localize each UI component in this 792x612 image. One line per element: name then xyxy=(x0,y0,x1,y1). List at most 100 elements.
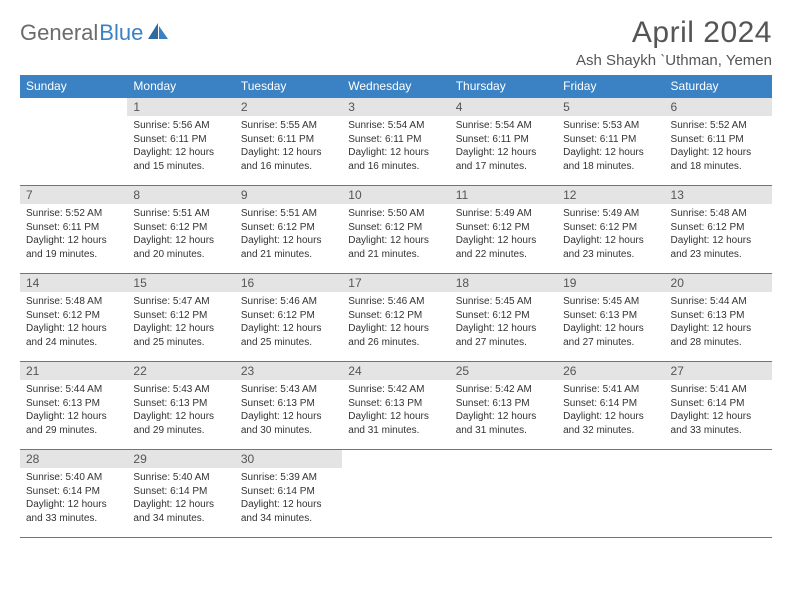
sunrise-text: Sunrise: 5:51 AM xyxy=(133,207,228,221)
title-block: April 2024 Ash Shaykh `Uthman, Yemen xyxy=(576,16,772,69)
day-cell: 28Sunrise: 5:40 AMSunset: 6:14 PMDayligh… xyxy=(20,450,127,538)
day-details: Sunrise: 5:45 AMSunset: 6:12 PMDaylight:… xyxy=(450,292,557,353)
sunset-text: Sunset: 6:12 PM xyxy=(26,309,121,323)
sunrise-text: Sunrise: 5:44 AM xyxy=(671,295,766,309)
logo-text-blue: Blue xyxy=(99,20,143,46)
day-cell xyxy=(450,450,557,538)
daylight-text: Daylight: 12 hours and 27 minutes. xyxy=(456,322,551,349)
sunrise-text: Sunrise: 5:51 AM xyxy=(241,207,336,221)
day-cell: 14Sunrise: 5:48 AMSunset: 6:12 PMDayligh… xyxy=(20,274,127,362)
sunrise-text: Sunrise: 5:41 AM xyxy=(563,383,658,397)
day-number: 9 xyxy=(235,186,342,204)
daylight-text: Daylight: 12 hours and 31 minutes. xyxy=(348,410,443,437)
daylight-text: Daylight: 12 hours and 25 minutes. xyxy=(133,322,228,349)
day-number: 22 xyxy=(127,362,234,380)
sunrise-text: Sunrise: 5:55 AM xyxy=(241,119,336,133)
day-details: Sunrise: 5:41 AMSunset: 6:14 PMDaylight:… xyxy=(665,380,772,441)
sunset-text: Sunset: 6:11 PM xyxy=(456,133,551,147)
sunset-text: Sunset: 6:14 PM xyxy=(563,397,658,411)
day-number: 16 xyxy=(235,274,342,292)
day-details: Sunrise: 5:43 AMSunset: 6:13 PMDaylight:… xyxy=(127,380,234,441)
day-details: Sunrise: 5:48 AMSunset: 6:12 PMDaylight:… xyxy=(20,292,127,353)
day-number: 4 xyxy=(450,98,557,116)
day-cell: 4Sunrise: 5:54 AMSunset: 6:11 PMDaylight… xyxy=(450,98,557,186)
daylight-text: Daylight: 12 hours and 30 minutes. xyxy=(241,410,336,437)
location: Ash Shaykh `Uthman, Yemen xyxy=(576,52,772,69)
sunrise-text: Sunrise: 5:39 AM xyxy=(241,471,336,485)
sunrise-text: Sunrise: 5:40 AM xyxy=(26,471,121,485)
day-details: Sunrise: 5:47 AMSunset: 6:12 PMDaylight:… xyxy=(127,292,234,353)
day-cell: 15Sunrise: 5:47 AMSunset: 6:12 PMDayligh… xyxy=(127,274,234,362)
sunset-text: Sunset: 6:11 PM xyxy=(241,133,336,147)
sunrise-text: Sunrise: 5:45 AM xyxy=(456,295,551,309)
day-number: 28 xyxy=(20,450,127,468)
day-number: 21 xyxy=(20,362,127,380)
weekday-header: Tuesday xyxy=(235,75,342,98)
sunrise-text: Sunrise: 5:43 AM xyxy=(133,383,228,397)
day-details: Sunrise: 5:46 AMSunset: 6:12 PMDaylight:… xyxy=(235,292,342,353)
sunrise-text: Sunrise: 5:46 AM xyxy=(241,295,336,309)
daylight-text: Daylight: 12 hours and 22 minutes. xyxy=(456,234,551,261)
day-cell: 6Sunrise: 5:52 AMSunset: 6:11 PMDaylight… xyxy=(665,98,772,186)
day-number: 27 xyxy=(665,362,772,380)
day-number: 11 xyxy=(450,186,557,204)
day-details: Sunrise: 5:40 AMSunset: 6:14 PMDaylight:… xyxy=(127,468,234,529)
day-cell: 2Sunrise: 5:55 AMSunset: 6:11 PMDaylight… xyxy=(235,98,342,186)
day-cell: 22Sunrise: 5:43 AMSunset: 6:13 PMDayligh… xyxy=(127,362,234,450)
day-details: Sunrise: 5:53 AMSunset: 6:11 PMDaylight:… xyxy=(557,116,664,177)
day-cell: 23Sunrise: 5:43 AMSunset: 6:13 PMDayligh… xyxy=(235,362,342,450)
sunset-text: Sunset: 6:11 PM xyxy=(26,221,121,235)
sunset-text: Sunset: 6:11 PM xyxy=(348,133,443,147)
sunrise-text: Sunrise: 5:40 AM xyxy=(133,471,228,485)
day-number: 30 xyxy=(235,450,342,468)
day-details: Sunrise: 5:55 AMSunset: 6:11 PMDaylight:… xyxy=(235,116,342,177)
day-details: Sunrise: 5:54 AMSunset: 6:11 PMDaylight:… xyxy=(450,116,557,177)
sunset-text: Sunset: 6:13 PM xyxy=(133,397,228,411)
day-cell: 7Sunrise: 5:52 AMSunset: 6:11 PMDaylight… xyxy=(20,186,127,274)
weekday-header: Thursday xyxy=(450,75,557,98)
sunset-text: Sunset: 6:12 PM xyxy=(456,309,551,323)
sunrise-text: Sunrise: 5:48 AM xyxy=(26,295,121,309)
sunset-text: Sunset: 6:12 PM xyxy=(348,221,443,235)
sunrise-text: Sunrise: 5:42 AM xyxy=(456,383,551,397)
day-cell: 13Sunrise: 5:48 AMSunset: 6:12 PMDayligh… xyxy=(665,186,772,274)
day-number: 2 xyxy=(235,98,342,116)
logo-text-gray: General xyxy=(20,20,98,46)
daylight-text: Daylight: 12 hours and 26 minutes. xyxy=(348,322,443,349)
day-number: 17 xyxy=(342,274,449,292)
day-details: Sunrise: 5:52 AMSunset: 6:11 PMDaylight:… xyxy=(665,116,772,177)
day-number: 13 xyxy=(665,186,772,204)
day-cell: 16Sunrise: 5:46 AMSunset: 6:12 PMDayligh… xyxy=(235,274,342,362)
daylight-text: Daylight: 12 hours and 19 minutes. xyxy=(26,234,121,261)
day-cell xyxy=(665,450,772,538)
day-number: 12 xyxy=(557,186,664,204)
day-cell: 3Sunrise: 5:54 AMSunset: 6:11 PMDaylight… xyxy=(342,98,449,186)
day-details: Sunrise: 5:56 AMSunset: 6:11 PMDaylight:… xyxy=(127,116,234,177)
day-details: Sunrise: 5:51 AMSunset: 6:12 PMDaylight:… xyxy=(127,204,234,265)
daylight-text: Daylight: 12 hours and 17 minutes. xyxy=(456,146,551,173)
day-number: 6 xyxy=(665,98,772,116)
day-cell: 5Sunrise: 5:53 AMSunset: 6:11 PMDaylight… xyxy=(557,98,664,186)
sunset-text: Sunset: 6:13 PM xyxy=(26,397,121,411)
day-cell: 21Sunrise: 5:44 AMSunset: 6:13 PMDayligh… xyxy=(20,362,127,450)
sunrise-text: Sunrise: 5:52 AM xyxy=(26,207,121,221)
sunset-text: Sunset: 6:13 PM xyxy=(456,397,551,411)
day-details: Sunrise: 5:41 AMSunset: 6:14 PMDaylight:… xyxy=(557,380,664,441)
sunrise-text: Sunrise: 5:53 AM xyxy=(563,119,658,133)
day-cell: 20Sunrise: 5:44 AMSunset: 6:13 PMDayligh… xyxy=(665,274,772,362)
daylight-text: Daylight: 12 hours and 16 minutes. xyxy=(241,146,336,173)
sunset-text: Sunset: 6:11 PM xyxy=(133,133,228,147)
day-number: 20 xyxy=(665,274,772,292)
day-cell: 11Sunrise: 5:49 AMSunset: 6:12 PMDayligh… xyxy=(450,186,557,274)
day-details: Sunrise: 5:52 AMSunset: 6:11 PMDaylight:… xyxy=(20,204,127,265)
day-details: Sunrise: 5:40 AMSunset: 6:14 PMDaylight:… xyxy=(20,468,127,529)
day-cell: 12Sunrise: 5:49 AMSunset: 6:12 PMDayligh… xyxy=(557,186,664,274)
sunrise-text: Sunrise: 5:46 AM xyxy=(348,295,443,309)
sunset-text: Sunset: 6:13 PM xyxy=(671,309,766,323)
week-row: 28Sunrise: 5:40 AMSunset: 6:14 PMDayligh… xyxy=(20,450,772,538)
day-details: Sunrise: 5:42 AMSunset: 6:13 PMDaylight:… xyxy=(450,380,557,441)
sunset-text: Sunset: 6:14 PM xyxy=(133,485,228,499)
daylight-text: Daylight: 12 hours and 15 minutes. xyxy=(133,146,228,173)
day-number: 8 xyxy=(127,186,234,204)
sunrise-text: Sunrise: 5:49 AM xyxy=(456,207,551,221)
